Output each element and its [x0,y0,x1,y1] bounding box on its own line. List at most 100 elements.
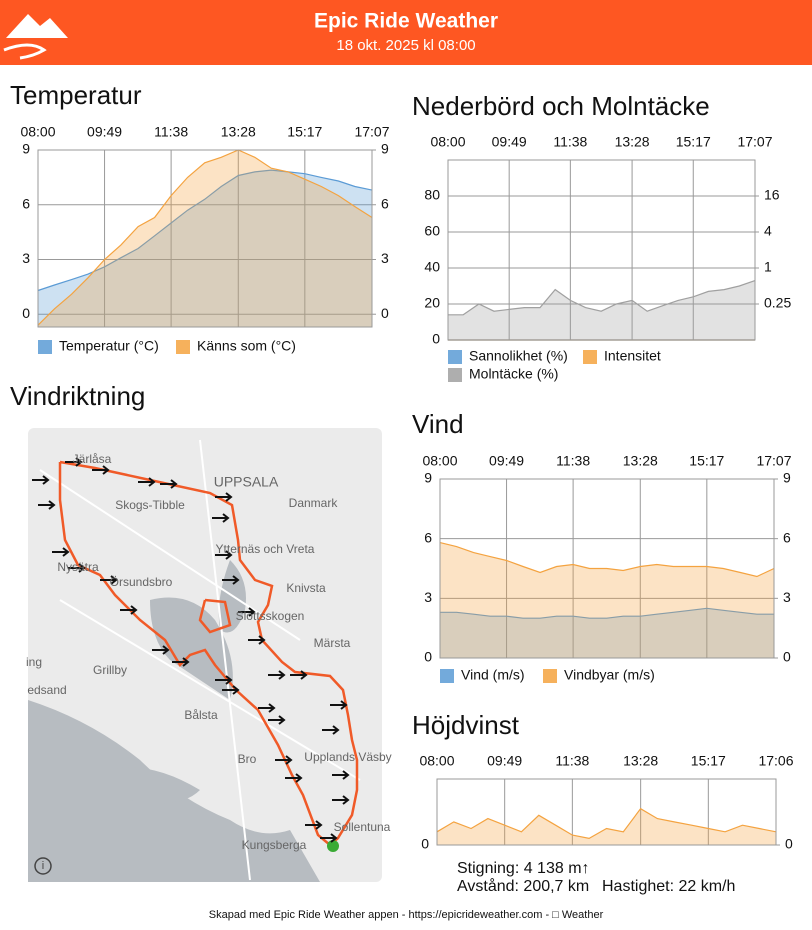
header-bar [0,0,812,65]
route-arrow [32,475,50,485]
series-line [440,607,774,619]
y-tick-label: 9 [22,141,30,157]
chart-title: Temperatur [10,80,142,110]
x-tick-label: 11:38 [553,134,587,150]
y-tick-label: 60 [424,223,440,239]
route-arrow [222,685,240,695]
plot-border [439,478,775,659]
map-label: Märsta [314,636,351,650]
y2-tick-label: 0 [381,305,389,321]
y2-tick-label: 3 [381,250,389,266]
plot-area [38,150,372,327]
legend-swatch [38,340,52,354]
route-arrow [65,457,83,467]
map-label: Örsundsbro [110,575,173,589]
x-tick-label: 17:06 [758,753,793,769]
y2-tick-label: 1 [764,259,772,275]
route-arrow [215,492,233,502]
route-arrow [138,477,156,487]
plot-area [437,779,776,845]
x-tick-label: 15:17 [689,453,724,469]
series-line [436,807,777,840]
route-arrow [152,645,170,655]
y2-tick-label: 9 [783,470,791,486]
section-title: Vindriktning [10,381,145,411]
y-tick-label: 3 [22,250,30,266]
chart-title: Höjdvinst [412,710,520,740]
x-tick-label: 09:49 [487,753,522,769]
legend-swatch [583,350,597,364]
route-arrow [248,635,266,645]
y2-tick-label: 9 [381,141,389,157]
legend-label: Känns som (°C) [197,338,296,354]
map-label: Danmark [289,496,339,510]
legend-label: Vind (m/s) [461,667,525,683]
map-label: UPPSALA [214,474,279,490]
x-tick-label: 15:17 [287,124,322,140]
x-tick-label: 13:28 [615,134,650,150]
y2-tick-label: 3 [783,589,791,605]
map-label: Kungsberga [242,838,307,852]
series-area [440,608,774,658]
route-arrow [238,607,256,617]
x-tick-label: 09:49 [87,124,122,140]
route-arrow [92,465,110,475]
y-tick-label: 0 [421,836,429,852]
y-tick-label: 80 [424,187,440,203]
legend-label: Vindbyar (m/s) [564,667,655,683]
map-label: Upplands Väsby [304,750,391,764]
route-arrow [290,670,308,680]
route-arrow [268,715,286,725]
y2-tick-label: 6 [783,529,791,545]
footer: Skapad med Epic Ride Weather appen - htt… [209,909,604,921]
route-arrow [332,770,350,780]
y2-tick-label: 6 [381,195,389,211]
route-arrow [222,575,240,585]
series-area [440,542,774,658]
legend-swatch [448,350,462,364]
map-label: edsand [27,683,66,697]
legend-label: Intensitet [604,348,661,364]
chart-title: Nederbörd och Molntäcke [412,91,710,121]
map-label: Slottsskogen [236,609,305,623]
series-area [38,170,372,327]
route-arrow [320,833,338,843]
legend-label: Sannolikhet (%) [469,348,568,364]
map-label: Bålsta [184,708,218,722]
y2-tick-label: 16 [764,187,780,203]
map-label: Skogs-Tibble [115,498,185,512]
x-tick-label: 13:28 [221,124,256,140]
map-label: Sollentuna [334,820,391,834]
speed: Hastighet: 22 km/h [602,878,735,895]
map-label: Knivsta [286,581,326,595]
y-tick-label: 0 [22,305,30,321]
route-arrow [285,773,303,783]
x-tick-label: 08:00 [422,453,457,469]
x-tick-label: 17:07 [354,124,389,140]
route-arrow [322,725,340,735]
x-tick-label: 09:49 [489,453,524,469]
x-tick-label: 08:00 [419,753,454,769]
map-label: Grillby [93,663,127,677]
route-arrow [52,547,70,557]
y-tick-label: 6 [22,195,30,211]
route-arrow [100,575,118,585]
plot-border [436,778,777,846]
x-tick-label: 11:38 [555,753,589,769]
series-area [437,808,776,845]
route-arrow [275,755,293,765]
legend-swatch [176,340,190,354]
plot-border [37,149,373,328]
y2-tick-label: 4 [764,223,772,239]
series-area [448,280,755,340]
x-tick-label: 13:28 [623,753,658,769]
route-arrow [215,675,233,685]
y-tick-label: 9 [424,470,432,486]
y2-tick-label: 0 [783,649,791,665]
plot-border [447,159,756,341]
x-tick-label: 08:00 [430,134,465,150]
app-title: Epic Ride Weather [314,10,498,33]
legend-label: Molntäcke (%) [469,366,558,382]
map-label: Järlåsa [73,452,112,466]
